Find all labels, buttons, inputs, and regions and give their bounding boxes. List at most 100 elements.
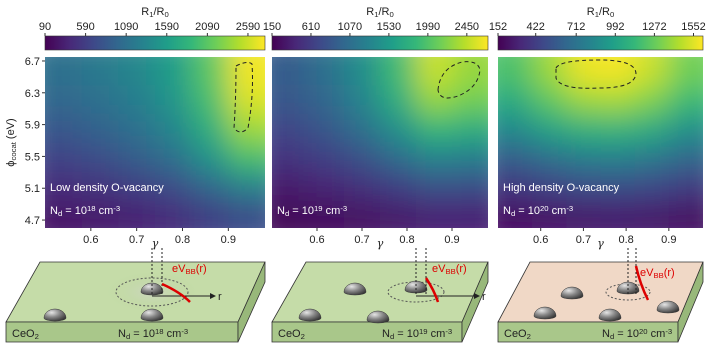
- heatmap-cell: [45, 142, 83, 173]
- text-part: d: [126, 332, 130, 341]
- heatmap-cells: [498, 57, 703, 228]
- heatmap-cell: [634, 171, 670, 201]
- heatmap-cell: [308, 142, 345, 173]
- heatmap-cell: [308, 114, 345, 144]
- text-part: -3: [665, 327, 672, 336]
- heatmap-cell: [118, 142, 156, 173]
- heatmap-cell: [634, 114, 670, 144]
- slab: [271, 261, 489, 343]
- heatmap-cell: [668, 85, 703, 115]
- heatmap-cell: [668, 200, 703, 228]
- colorbar-tick-label: 422: [527, 21, 545, 33]
- heatmap-cell: [118, 85, 156, 115]
- y-tick-label: 4.7: [25, 215, 40, 227]
- x-tick-label: 0.8: [175, 234, 190, 246]
- heatmap-cell: [228, 57, 265, 87]
- heatmap-cell: [81, 114, 119, 144]
- heatmap-cell: [452, 171, 488, 201]
- y-tick-label: 5.1: [25, 183, 40, 195]
- text-part: 20: [540, 204, 549, 213]
- heatmap-cell: [634, 57, 670, 87]
- heatmap-cell: [600, 85, 636, 115]
- particles: [43, 280, 680, 324]
- particle: [533, 306, 557, 320]
- text-part: 18: [155, 327, 164, 336]
- colorbar-tick-label: 1090: [114, 21, 138, 33]
- heatmap-cell: [272, 171, 309, 201]
- text-part: d: [390, 332, 394, 341]
- colorbar-tick-label: 712: [567, 21, 585, 33]
- heatmap-cell: [566, 114, 601, 144]
- heatmap-cell: [416, 142, 453, 173]
- annotation: Low density O-vacancy: [50, 182, 164, 194]
- heatmap-cell: [498, 171, 533, 201]
- density-label: Nd = 1019 cm-3: [382, 327, 452, 341]
- heatmap-cell: [272, 142, 309, 173]
- annotation: High density O-vacancy: [503, 182, 620, 194]
- x-axis-label: γ: [377, 237, 384, 250]
- heatmap: [498, 57, 703, 228]
- heatmap-cell: [532, 142, 567, 173]
- heatmap-cell: [380, 200, 417, 228]
- heatmap-cell: [634, 142, 670, 173]
- particle: [656, 300, 680, 314]
- heatmap-cell: [81, 171, 119, 201]
- colorbar-tick-label: 2090: [195, 21, 219, 33]
- text-part: -3: [445, 327, 452, 336]
- heatmap-cell: [416, 114, 453, 144]
- heatmap-cell: [668, 114, 703, 144]
- heatmap: [45, 57, 265, 228]
- substrate-label: CeO2: [504, 328, 531, 341]
- heatmap-cell: [634, 85, 670, 115]
- text-part: BB: [185, 267, 195, 276]
- text-part: (r): [456, 263, 467, 275]
- text-part: CeO: [278, 328, 301, 340]
- text-part: 0: [164, 10, 168, 19]
- y-tick-label: 5.5: [25, 151, 40, 163]
- band-bending: [151, 248, 650, 303]
- heatmap-cell: [344, 85, 381, 115]
- heatmap-cell: [191, 142, 229, 173]
- heatmap-cell: [191, 57, 229, 87]
- heatmap-cell: [452, 114, 488, 144]
- text-part: 19: [314, 204, 323, 213]
- colorbar-title: R1/R0: [141, 6, 169, 19]
- axis-label: r: [482, 291, 486, 303]
- heatmap-cell: [118, 200, 156, 228]
- colorbar-tick-label: 1590: [155, 21, 179, 33]
- text-part: 1: [595, 10, 599, 19]
- text-part: N: [602, 328, 610, 340]
- contour: [233, 61, 253, 133]
- heatmap-cell: [155, 57, 193, 87]
- heatmap-cell: [155, 142, 193, 173]
- colorbar-tick-label: 2590: [236, 21, 260, 33]
- x-tick-label: 0.7: [354, 234, 369, 246]
- text-part: eV: [172, 263, 186, 275]
- heatmap-cell: [228, 171, 265, 201]
- heatmap-cells: [272, 57, 488, 228]
- text-part: 2: [527, 332, 531, 341]
- heatmap-cell: [191, 114, 229, 144]
- heatmap-cell: [380, 114, 417, 144]
- text-part: 19: [419, 327, 428, 336]
- heatmap-cell: [566, 171, 601, 201]
- heatmap-cell: [228, 85, 265, 115]
- colorbar-tick-label: 1272: [642, 21, 666, 33]
- text-part: = 10: [614, 328, 639, 340]
- colorbar-tick-label: 90: [39, 21, 51, 33]
- text-part: 0: [610, 10, 614, 19]
- text-part: N: [277, 205, 285, 217]
- heatmap-cell: [634, 200, 670, 228]
- colorbar-tick-label: 152: [489, 21, 507, 33]
- text-part: -3: [566, 204, 573, 213]
- colorbar-tick-label: 1530: [377, 21, 401, 33]
- text-part: /R: [378, 6, 389, 18]
- text-part: 18: [87, 204, 96, 213]
- text-part: d: [610, 332, 614, 341]
- heatmap-cell: [308, 57, 345, 87]
- text-part: 0: [389, 10, 393, 19]
- particle: [404, 280, 428, 294]
- density-annotation: Nd = 1018 cm-3: [50, 204, 120, 218]
